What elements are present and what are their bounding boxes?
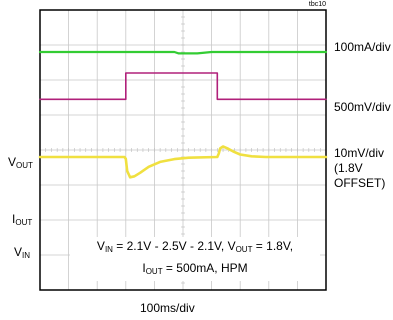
test-conditions-line-2: IOUT = 500mA, HPM: [142, 261, 248, 276]
iout-scale-label: 100mA/div: [334, 40, 391, 54]
iout-trace: [38, 50, 328, 55]
vout-scale-label: 10mV/div: [334, 146, 385, 160]
iout-channel-label: IOUT: [12, 212, 33, 227]
plot-frame: [39, 9, 327, 291]
vout-offset-note-2: OFFSET): [334, 176, 386, 190]
test-conditions-line-1: VIN = 2.1V - 2.5V - 2.1V, VOUT = 1.8V,: [96, 239, 294, 254]
vin-scale-label: 500mV/div: [334, 100, 391, 114]
x-axis-label: 100ms/div: [140, 301, 195, 315]
vout-offset-note-1: (1.8V: [334, 161, 363, 175]
vout-trace: [38, 145, 328, 179]
vin-channel-label: VIN: [14, 245, 31, 260]
plot-traces: [38, 50, 328, 179]
figure-id: tbc10: [309, 1, 326, 8]
vin-trace: [39, 72, 327, 101]
test-conditions: VIN = 2.1V - 2.5V - 2.1V, VOUT = 1.8V, I…: [70, 237, 320, 281]
vout-channel-label: VOUT: [8, 155, 33, 170]
